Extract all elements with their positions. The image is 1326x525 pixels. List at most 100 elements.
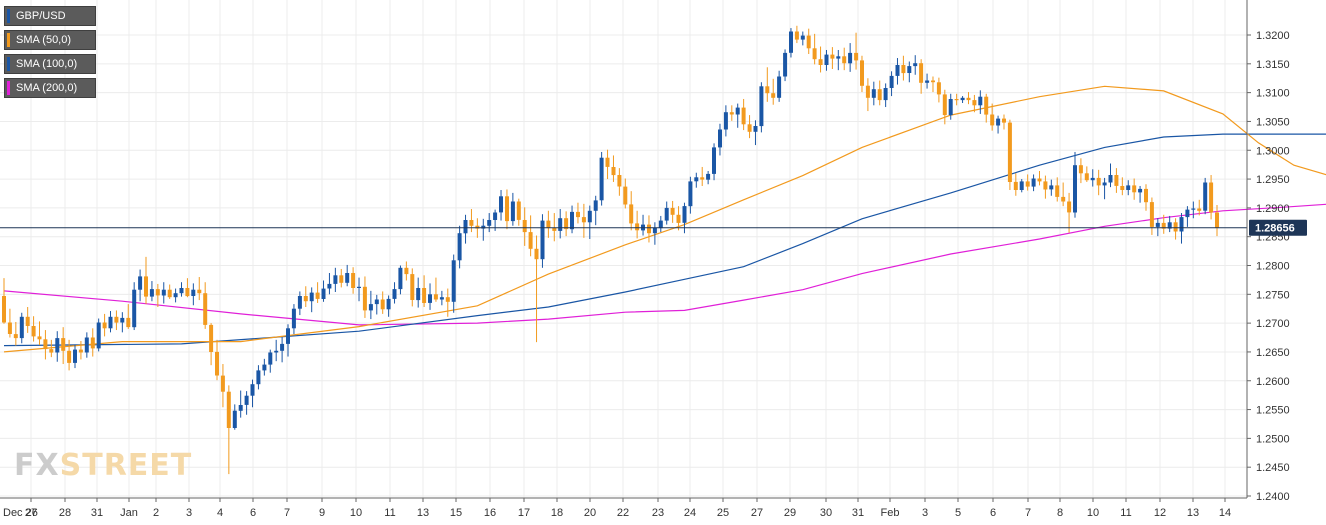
legend-item-sma-100[interactable]: SMA (100,0) <box>4 54 96 74</box>
candle-body <box>138 276 143 290</box>
candle-body <box>1126 185 1131 190</box>
legend-item-gbpusd[interactable]: GBP/USD <box>4 6 96 26</box>
x-tick-label: Jan <box>120 507 138 519</box>
candle-body <box>487 220 492 226</box>
x-tick-label: 16 <box>484 507 496 519</box>
candle-body <box>783 52 788 77</box>
price-tag-label: 1.28656 <box>1255 223 1295 235</box>
x-tick-label: 30 <box>820 507 832 519</box>
candle-body <box>250 384 255 396</box>
candle-body <box>1084 173 1089 181</box>
candle-body <box>108 316 113 329</box>
y-tick-label: 1.3200 <box>1256 30 1290 42</box>
candle-body <box>416 288 421 301</box>
candle-body <box>25 316 30 326</box>
candle-body <box>351 273 356 288</box>
candle-body <box>818 59 823 65</box>
x-tick-label: 4 <box>217 507 223 519</box>
candle-body <box>1037 178 1042 182</box>
candle-body <box>55 338 60 353</box>
candle-body <box>765 86 770 94</box>
candle-body <box>960 97 965 101</box>
candle-body <box>753 126 758 132</box>
candle-body <box>96 322 101 349</box>
candle-body <box>1185 209 1190 218</box>
candle-body <box>629 204 634 224</box>
candle-body <box>534 248 539 260</box>
x-tick-label: 14 <box>1219 507 1231 519</box>
candle-body <box>410 274 415 300</box>
candle-body <box>759 86 764 127</box>
x-tick-label: 7 <box>1025 507 1031 519</box>
logo-part-street: STREET <box>59 448 193 483</box>
candle-body <box>1132 185 1137 193</box>
logo-part-fx: FX <box>14 448 60 483</box>
candle-body <box>1096 177 1101 186</box>
candle-body <box>1203 182 1208 211</box>
candle-body <box>185 288 190 297</box>
x-tick-label: 9 <box>319 507 325 519</box>
legend-swatch <box>7 57 10 71</box>
candle-body <box>132 289 137 328</box>
legend-label: SMA (200,0) <box>16 82 78 94</box>
candle-body <box>741 107 746 125</box>
y-tick-label: 1.2400 <box>1256 491 1290 503</box>
x-tick-label: 27 <box>751 507 763 519</box>
candle-body <box>422 288 427 303</box>
candle-body <box>901 65 906 74</box>
candle-body <box>972 100 977 106</box>
candle-body <box>114 316 119 323</box>
candle-body <box>889 75 894 88</box>
candle-body <box>144 276 148 297</box>
current-price-tag: 1.28656 <box>1249 219 1307 236</box>
candle-body <box>380 299 385 310</box>
candle-body <box>368 304 373 311</box>
candle-body <box>865 85 870 98</box>
candle-body <box>274 350 279 353</box>
candle-body <box>1002 118 1006 123</box>
candle-body <box>392 289 397 299</box>
legend-item-sma-50[interactable]: SMA (50,0) <box>4 30 96 50</box>
candle-body <box>676 214 681 223</box>
candle-body <box>936 82 941 95</box>
legend-swatch <box>7 9 10 23</box>
candle-body <box>996 118 1001 126</box>
candle-body <box>706 173 711 180</box>
candle-body <box>1055 185 1060 197</box>
candle-body <box>226 391 231 428</box>
x-tick-label: 25 <box>717 507 729 519</box>
candle-body <box>43 339 48 350</box>
x-tick-label: 3 <box>186 507 192 519</box>
candle-body <box>463 220 468 234</box>
candle-body <box>345 273 350 283</box>
candle-body <box>984 96 989 115</box>
candle-body <box>564 218 569 230</box>
candle-body <box>286 328 290 344</box>
candle-body <box>173 293 178 298</box>
candle-body <box>907 66 912 73</box>
candle-body <box>552 228 557 231</box>
candle-body <box>540 220 545 260</box>
candle-body <box>925 80 930 83</box>
x-tick-label: 27 <box>25 507 37 519</box>
candle-body <box>1108 175 1113 183</box>
candle-body <box>871 89 876 98</box>
candle-body <box>1043 181 1048 190</box>
candle-body <box>522 220 527 233</box>
y-tick-label: 1.3100 <box>1256 88 1290 100</box>
x-tick-label: 13 <box>417 507 429 519</box>
candle-body <box>848 52 853 64</box>
candle-body <box>90 337 95 349</box>
candle-body <box>635 223 640 231</box>
candle-body <box>1138 188 1143 193</box>
candle-body <box>877 89 882 101</box>
x-tick-label: 22 <box>617 507 629 519</box>
legend-label: GBP/USD <box>16 10 66 22</box>
legend-item-sma-200[interactable]: SMA (200,0) <box>4 78 96 98</box>
candle-body <box>718 129 722 148</box>
candle-body <box>457 233 462 261</box>
candle-body <box>13 334 18 339</box>
candle-body <box>682 206 687 223</box>
candle-body <box>357 286 361 288</box>
